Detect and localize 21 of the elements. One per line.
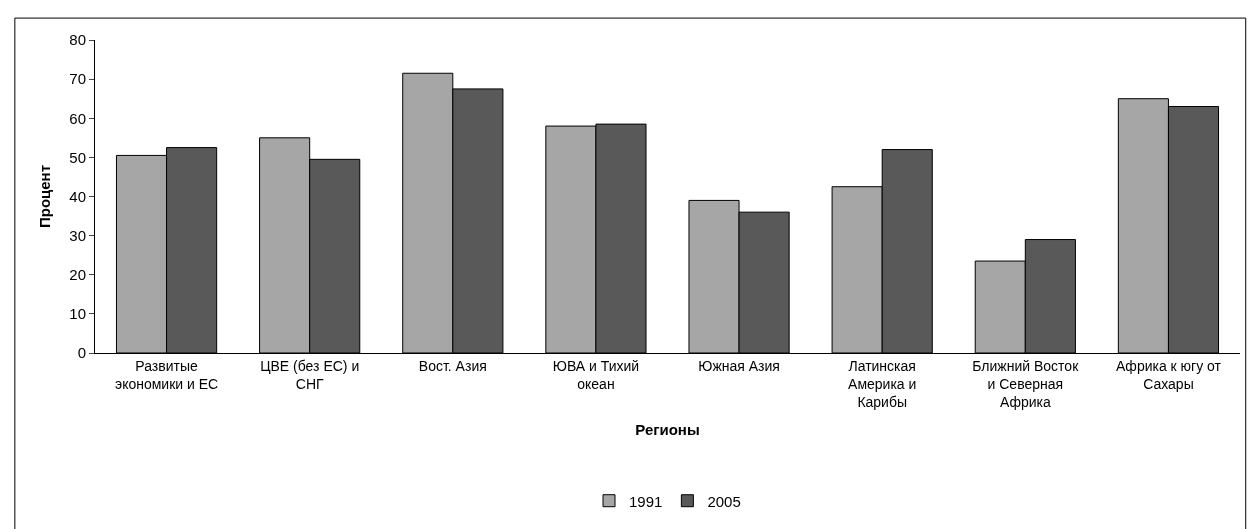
legend-label: 2005 xyxy=(707,492,741,510)
y-tick-label: 70 xyxy=(69,70,86,88)
x-tick-label: Развитые экономики и ЕС xyxy=(114,357,219,392)
y-tick-label: 0 xyxy=(77,344,86,362)
x-tick-label: Африка к югу от Сахары xyxy=(1115,357,1222,392)
y-tick-label: 20 xyxy=(69,266,86,283)
x-tick-label: ЮВА и Тихий океан xyxy=(552,357,640,392)
x-tick-label: Вост. Азия xyxy=(418,357,487,374)
legend-label: 1991 xyxy=(629,492,663,510)
y-tick-label: 50 xyxy=(69,148,86,166)
y-tick-label: 60 xyxy=(69,109,86,127)
y-tick-label: 10 xyxy=(69,305,86,323)
x-tick-label: Ближний Восток и Северная Африка xyxy=(972,357,1080,411)
x-tick-label: Латинская Америка и Карибы xyxy=(848,357,917,411)
y-axis-title: Процент xyxy=(35,164,53,229)
y-tick-label: 40 xyxy=(69,187,86,205)
x-tick-label: ЦВЕ (без ЕС) и СНГ xyxy=(260,357,360,392)
x-axis-title: Регионы xyxy=(635,421,700,439)
x-tick-label: Южная Азия xyxy=(698,357,780,374)
y-tick-label: 80 xyxy=(69,31,86,49)
y-tick-label: 30 xyxy=(69,226,86,244)
